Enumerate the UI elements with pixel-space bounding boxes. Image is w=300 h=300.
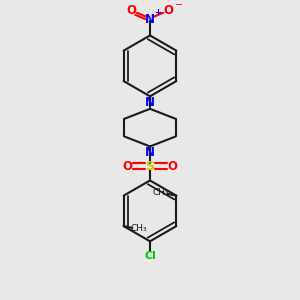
Text: CH₃: CH₃: [131, 224, 148, 233]
Text: O: O: [123, 160, 133, 172]
Text: O: O: [167, 160, 177, 172]
Text: Cl: Cl: [144, 251, 156, 261]
Text: S: S: [146, 160, 154, 172]
Text: N: N: [145, 96, 155, 109]
Text: O: O: [164, 4, 174, 17]
Text: N: N: [145, 146, 155, 159]
Text: CH₃: CH₃: [152, 188, 169, 197]
Text: O: O: [126, 4, 136, 17]
Text: +: +: [154, 8, 161, 17]
Text: −: −: [175, 0, 183, 10]
Text: N: N: [145, 13, 155, 26]
